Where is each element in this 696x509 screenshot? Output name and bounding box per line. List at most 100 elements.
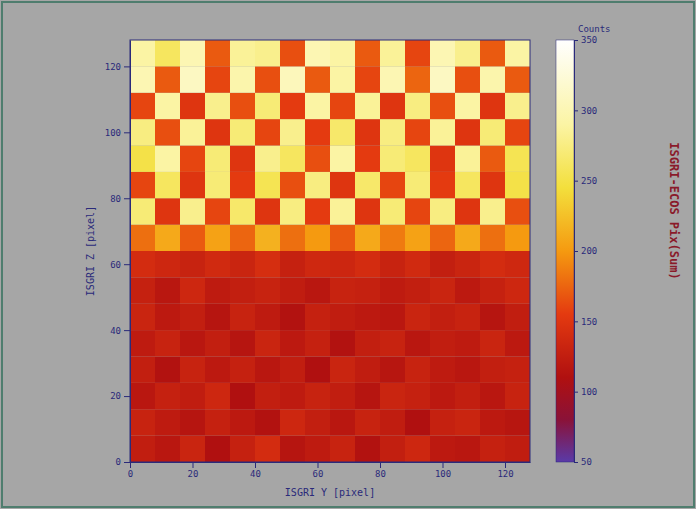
cell [405, 66, 430, 92]
cell [255, 304, 280, 330]
cell [355, 357, 380, 383]
cell [305, 409, 330, 435]
cell [155, 225, 180, 251]
tick: 80 [375, 462, 386, 479]
cell [480, 277, 505, 303]
cell [355, 40, 380, 66]
cell [355, 330, 380, 356]
cell [180, 436, 205, 462]
cell [130, 40, 155, 66]
cell [230, 119, 255, 145]
cell [155, 277, 180, 303]
cell [155, 93, 180, 119]
cell [405, 93, 430, 119]
cell [230, 225, 255, 251]
cell [180, 383, 205, 409]
cell [155, 330, 180, 356]
cell [480, 383, 505, 409]
cell [455, 357, 480, 383]
cell [430, 304, 455, 330]
cell [205, 304, 230, 330]
cell [305, 304, 330, 330]
cell [205, 277, 230, 303]
cell [180, 93, 205, 119]
tick-label: 0 [116, 457, 121, 467]
cell [130, 119, 155, 145]
cell [205, 172, 230, 198]
tick-label: 100 [581, 387, 597, 397]
cell [155, 409, 180, 435]
cell [255, 93, 280, 119]
cell [130, 436, 155, 462]
tick-mark [574, 40, 578, 41]
cell [255, 225, 280, 251]
cell [380, 436, 405, 462]
cell [330, 436, 355, 462]
cell [180, 409, 205, 435]
cell [330, 172, 355, 198]
cell [405, 225, 430, 251]
cell [155, 436, 180, 462]
cell [355, 383, 380, 409]
cell [205, 225, 230, 251]
cell [130, 251, 155, 277]
tick: 120 [497, 462, 513, 479]
cell [230, 93, 255, 119]
cell [230, 40, 255, 66]
cell [455, 225, 480, 251]
cell [155, 357, 180, 383]
cell [305, 225, 330, 251]
cell [205, 66, 230, 92]
cell [155, 146, 180, 172]
cell [180, 146, 205, 172]
cell [255, 119, 280, 145]
cell [430, 330, 455, 356]
cell [180, 277, 205, 303]
tick-mark [574, 321, 578, 322]
tick-mark [574, 392, 578, 393]
cell [130, 198, 155, 224]
tick-mark [255, 462, 256, 468]
cell [280, 93, 305, 119]
cell [280, 409, 305, 435]
cell [305, 198, 330, 224]
cell [355, 198, 380, 224]
cell [480, 40, 505, 66]
cell [380, 225, 405, 251]
cell [405, 251, 430, 277]
cell [455, 251, 480, 277]
axis-line [130, 41, 131, 463]
cell [480, 330, 505, 356]
tick: 0 [128, 462, 133, 479]
cell [455, 119, 480, 145]
cell [280, 251, 305, 277]
tick-label: 40 [110, 326, 121, 336]
cell [330, 409, 355, 435]
cell [255, 66, 280, 92]
cell [480, 304, 505, 330]
cell [480, 146, 505, 172]
tick-mark [380, 462, 381, 468]
cell [355, 172, 380, 198]
cell [155, 66, 180, 92]
cell [130, 277, 155, 303]
cell [505, 146, 530, 172]
cell [305, 251, 330, 277]
tick-label: 250 [581, 176, 597, 186]
cell [280, 436, 305, 462]
cell [405, 304, 430, 330]
cell [305, 93, 330, 119]
cell [130, 409, 155, 435]
cell [130, 383, 155, 409]
cell [380, 93, 405, 119]
cell [405, 277, 430, 303]
cell [280, 277, 305, 303]
cell [255, 383, 280, 409]
cell [280, 330, 305, 356]
cell [505, 304, 530, 330]
tick-mark [505, 462, 506, 468]
cells [130, 40, 530, 462]
cell [405, 172, 430, 198]
cell [405, 357, 430, 383]
cell [405, 330, 430, 356]
